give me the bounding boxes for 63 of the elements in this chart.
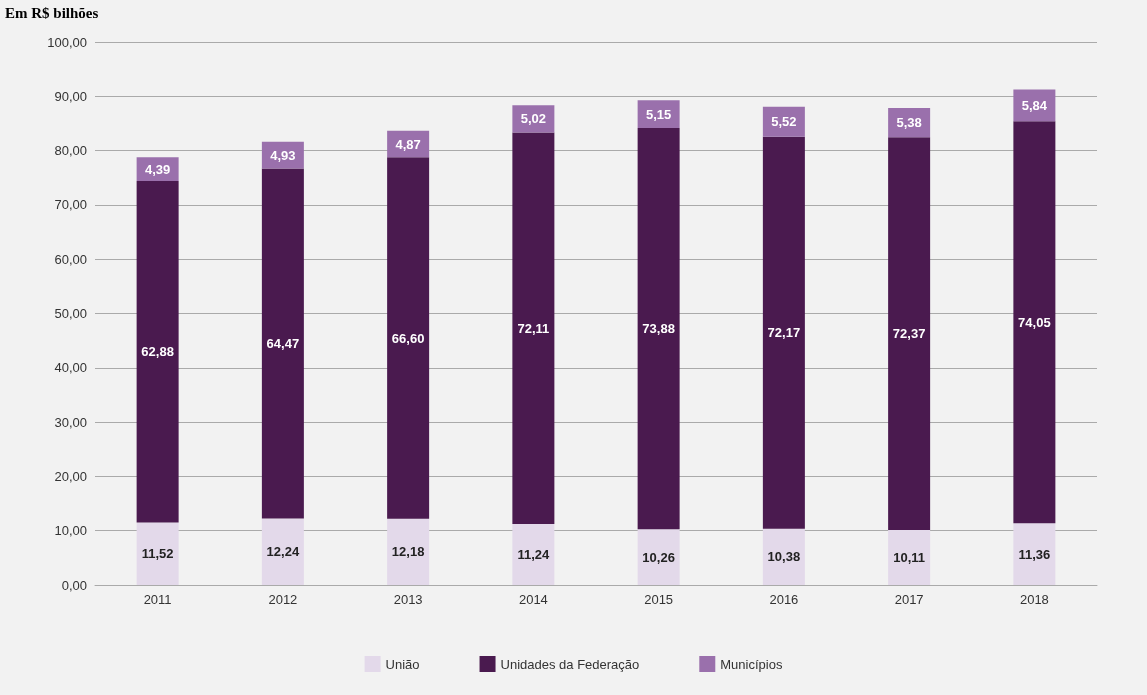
data-label: 4,87 [395, 136, 421, 152]
data-label: 12,24 [266, 544, 300, 560]
bar [136, 522, 179, 585]
bar [387, 157, 430, 519]
y-tick-label: 50,00 [54, 306, 87, 321]
data-label: 74,05 [1018, 314, 1051, 330]
x-tick-label: 2014 [518, 592, 548, 607]
x-tick-label: 2012 [268, 592, 298, 607]
data-label: 66,60 [391, 330, 425, 346]
x-tick-label: 2016 [769, 592, 799, 607]
data-label: 4,39 [144, 161, 171, 177]
bar [512, 132, 555, 524]
legend-label: Municípios [720, 656, 783, 672]
x-tick-label: 2018 [1019, 592, 1049, 607]
x-tick-label: 2013 [393, 592, 423, 607]
legend-label: Unidades da Federação [500, 656, 640, 672]
data-label: 10,38 [767, 549, 801, 565]
bar [888, 137, 931, 531]
bar [136, 181, 179, 523]
bar [261, 168, 304, 519]
y-tick-label: 30,00 [54, 414, 87, 430]
data-label: 10,26 [642, 549, 675, 565]
y-tick-label: 20,00 [54, 468, 87, 484]
bar [261, 518, 304, 585]
bar [1013, 523, 1056, 585]
y-tick-label: 60,00 [54, 251, 87, 267]
data-label: 62,88 [141, 344, 174, 360]
data-label: 12,18 [391, 544, 425, 560]
x-tick-label: 2011 [143, 592, 172, 607]
y-tick-label: 10,00 [54, 523, 87, 539]
data-label: 72,37 [892, 326, 926, 342]
data-label: 5,52 [771, 114, 797, 130]
y-tick-label: 0,00 [61, 577, 87, 593]
bar [637, 529, 680, 585]
data-label: 5,38 [896, 115, 922, 131]
y-tick-label: 70,00 [54, 197, 87, 213]
chart-title: Em R$ bilhões [5, 4, 99, 21]
data-label: 11,24 [517, 546, 551, 562]
data-label: 11,52 [141, 546, 174, 562]
data-label: 73,88 [642, 321, 675, 337]
data-label: 4,93 [270, 147, 296, 163]
x-tick-label: 2017 [894, 592, 924, 607]
bar [637, 128, 680, 530]
bar [512, 523, 555, 585]
y-tick-label: 40,00 [54, 360, 87, 376]
y-tick-label: 80,00 [54, 143, 87, 159]
bar [888, 530, 931, 585]
data-label: 11,36 [1018, 546, 1051, 562]
data-label: 5,02 [520, 111, 547, 127]
bar [387, 518, 430, 585]
data-label: 10,11 [893, 550, 926, 566]
y-tick-label: 100,00 [47, 34, 87, 50]
bar [1013, 121, 1056, 524]
bar [762, 528, 805, 585]
data-label: 64,47 [266, 336, 300, 351]
data-label: 5,15 [645, 106, 672, 122]
x-tick-label: 2015 [644, 592, 674, 607]
bar [762, 136, 805, 529]
data-label: 5,84 [1021, 97, 1048, 113]
data-label: 72,17 [767, 325, 801, 341]
legend-label: União [385, 656, 420, 672]
data-label: 72,11 [517, 320, 550, 336]
y-tick-label: 90,00 [54, 88, 87, 104]
